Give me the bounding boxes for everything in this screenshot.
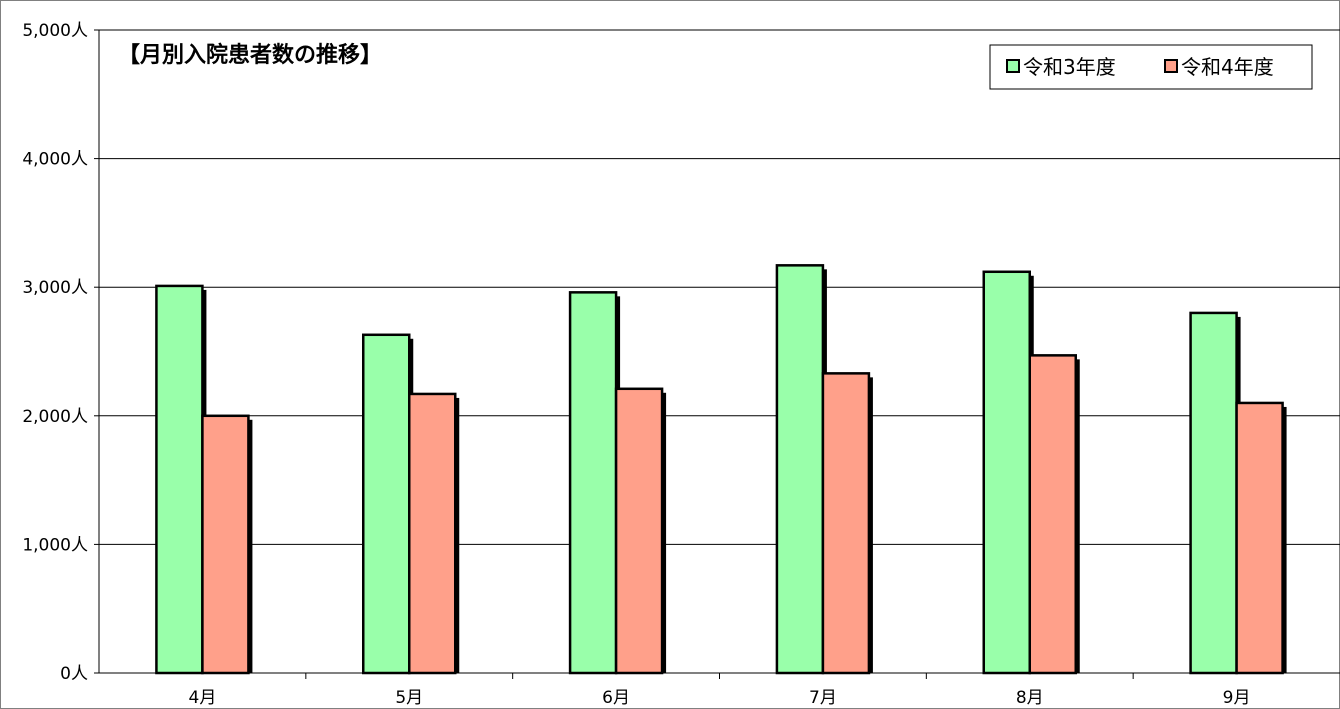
- bar: [155, 284, 204, 675]
- bar: [614, 387, 664, 675]
- bar: [1028, 354, 1077, 675]
- x-tick-label: 7月: [809, 688, 837, 708]
- bar: [982, 270, 1031, 675]
- legend-swatch: [1164, 59, 1178, 73]
- chart-title: 【月別入院患者数の推移】: [118, 42, 382, 68]
- y-tick-label: 5,000人: [22, 21, 88, 41]
- bar: [821, 372, 871, 675]
- legend-box: [989, 44, 1313, 90]
- bar: [1235, 401, 1284, 675]
- x-tick-label: 9月: [1223, 688, 1251, 708]
- bar: [362, 333, 411, 675]
- bar: [568, 291, 618, 675]
- legend-label: 令和4年度: [1181, 55, 1274, 79]
- bar: [1189, 311, 1238, 675]
- legend: 令和3年度 令和4年度: [989, 44, 1313, 90]
- x-tick-label: 5月: [395, 688, 423, 708]
- y-tick-label: 2,000人: [22, 407, 88, 427]
- legend-items: 令和3年度 令和4年度: [1006, 55, 1274, 79]
- y-tick-labels: 0人 1,000人 2,000人 3,000人 4,000人 5,000人: [22, 21, 88, 684]
- y-tick-label: 1,000人: [22, 535, 88, 555]
- bar: [408, 392, 457, 675]
- bar: [201, 414, 250, 675]
- gridlines: [99, 29, 1340, 545]
- x-tick-label: 6月: [602, 688, 630, 708]
- y-tick-label: 0人: [60, 664, 88, 684]
- y-tick-label: 4,000人: [22, 150, 88, 170]
- legend-label: 令和3年度: [1023, 55, 1116, 79]
- x-tick-label: 4月: [189, 688, 217, 708]
- y-tick-label: 3,000人: [22, 278, 88, 298]
- bar: [775, 264, 825, 675]
- x-tick-label: 8月: [1016, 688, 1044, 708]
- axes: [94, 29, 1340, 679]
- x-tick-labels: 4月 5月 6月 7月 8月 9月: [189, 688, 1251, 708]
- bar-layer: [155, 264, 1287, 675]
- legend-swatch: [1006, 59, 1020, 73]
